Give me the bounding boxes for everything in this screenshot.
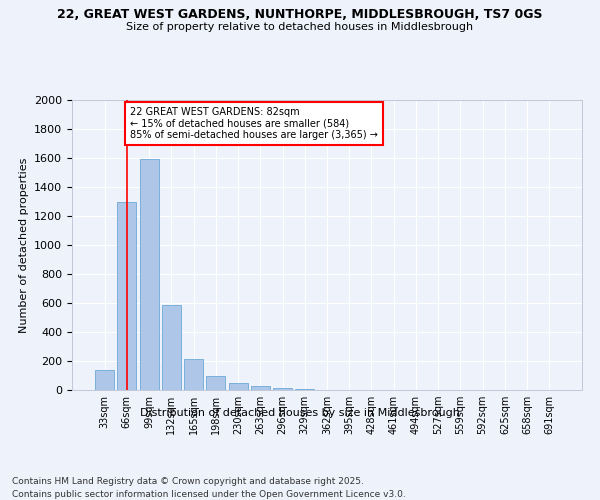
Bar: [206, 376, 225, 390]
Bar: [95, 370, 114, 390]
Bar: [273, 388, 292, 390]
Bar: [184, 359, 203, 390]
Y-axis label: Number of detached properties: Number of detached properties: [19, 158, 29, 332]
Bar: [118, 202, 136, 390]
Text: 22 GREAT WEST GARDENS: 82sqm
← 15% of detached houses are smaller (584)
85% of s: 22 GREAT WEST GARDENS: 82sqm ← 15% of de…: [130, 108, 378, 140]
Bar: [162, 305, 181, 390]
Text: Distribution of detached houses by size in Middlesbrough: Distribution of detached houses by size …: [140, 408, 460, 418]
Text: 22, GREAT WEST GARDENS, NUNTHORPE, MIDDLESBROUGH, TS7 0GS: 22, GREAT WEST GARDENS, NUNTHORPE, MIDDL…: [57, 8, 543, 20]
Text: Contains HM Land Registry data © Crown copyright and database right 2025.: Contains HM Land Registry data © Crown c…: [12, 478, 364, 486]
Bar: [229, 383, 248, 390]
Text: Size of property relative to detached houses in Middlesbrough: Size of property relative to detached ho…: [127, 22, 473, 32]
Bar: [251, 386, 270, 390]
Bar: [140, 160, 158, 390]
Text: Contains public sector information licensed under the Open Government Licence v3: Contains public sector information licen…: [12, 490, 406, 499]
